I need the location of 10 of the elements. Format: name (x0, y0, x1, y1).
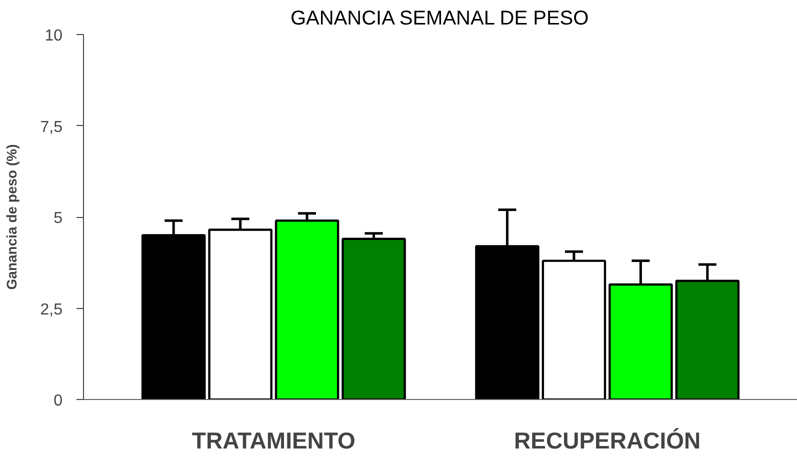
y-tick-label: 10 (44, 28, 63, 44)
bar (342, 238, 406, 400)
y-axis-title: Ganancia de peso (%) (3, 144, 20, 290)
y-tick-label: 7,5 (40, 118, 63, 136)
y-tick-label: 0 (54, 392, 63, 410)
chart-title: GANANCIA SEMANAL DE PESO (290, 8, 589, 30)
y-tick-label: 5 (54, 210, 63, 227)
y-tick-label: 2,5 (40, 301, 63, 318)
x-tick-label: TRATAMIENTO (192, 428, 356, 454)
x-tick-label: RECUPERACIÓN (514, 428, 701, 454)
